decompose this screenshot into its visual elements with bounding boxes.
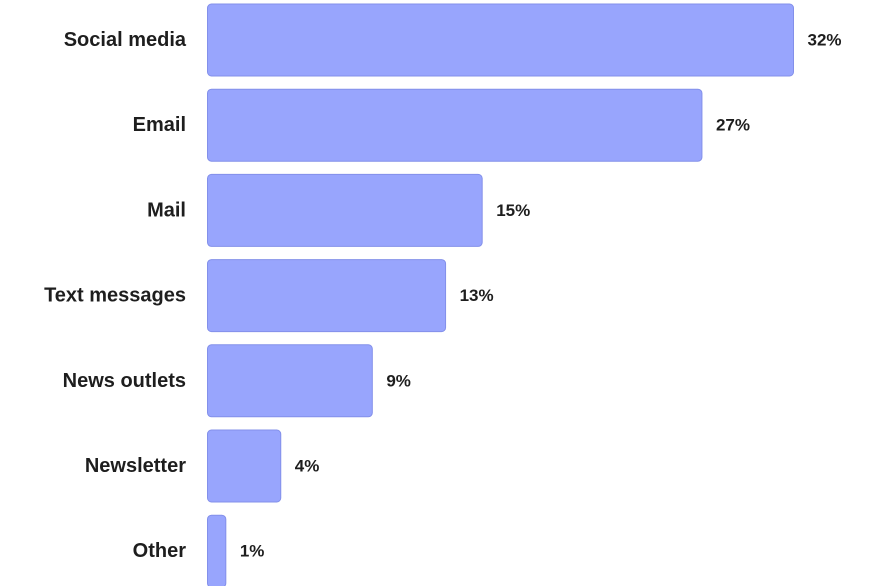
value-label-social-media: 32% [808,31,842,50]
bar-news-outlets [207,344,373,418]
bar-other [207,514,227,586]
value-label-newsletter: 4% [295,457,320,476]
bar-email [207,88,703,162]
value-label-other: 1% [240,542,265,561]
bar-social-media [207,3,794,77]
value-label-mail: 15% [496,201,530,220]
category-label-other: Other [133,540,187,562]
value-label-email: 27% [716,116,750,135]
bar-mail [207,173,483,247]
category-label-social-media: Social media [64,29,187,51]
category-label-news-outlets: News outlets [63,370,186,392]
category-label-text-messages: Text messages [44,285,186,307]
bar-text-messages [207,259,447,333]
value-label-news-outlets: 9% [386,371,411,390]
category-label-email: Email [133,114,186,136]
category-label-newsletter: Newsletter [85,455,186,477]
category-label-mail: Mail [147,199,186,221]
value-label-text-messages: 13% [460,286,494,305]
bar-newsletter [207,429,282,503]
